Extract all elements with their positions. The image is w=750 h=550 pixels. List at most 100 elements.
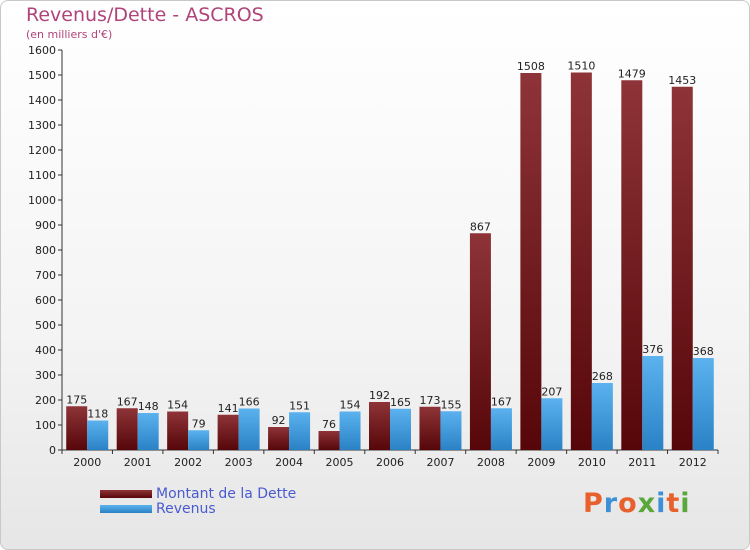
bar-dette <box>318 431 340 450</box>
bar-revenus <box>541 398 563 450</box>
bar-dette <box>520 73 542 450</box>
data-label-dette: 167 <box>117 395 138 408</box>
data-label-dette: 1508 <box>517 60 545 73</box>
x-tick-label: 2011 <box>628 456 656 469</box>
logo-letter: i <box>680 488 691 519</box>
x-tick-label: 2012 <box>679 456 707 469</box>
bar-revenus <box>238 408 260 450</box>
data-label-dette: 867 <box>470 220 491 233</box>
data-label-dette: 173 <box>419 394 440 407</box>
data-label-dette: 92 <box>272 414 286 427</box>
y-tick-label: 1400 <box>28 94 56 107</box>
bar-dette <box>671 86 693 450</box>
data-label-dette: 154 <box>167 399 188 412</box>
bar-dette <box>66 406 88 450</box>
bar-revenus <box>692 358 714 450</box>
logo-letter: x <box>637 488 657 519</box>
y-tick-label: 700 <box>35 269 56 282</box>
y-tick-label: 1300 <box>28 119 56 132</box>
chart-title: Revenus/Dette - ASCROS <box>26 4 264 26</box>
y-tick-label: 1100 <box>28 169 56 182</box>
data-label-dette: 1453 <box>668 74 696 87</box>
bar-dette <box>217 414 239 450</box>
y-tick-label: 400 <box>35 344 56 357</box>
data-label-revenus: 79 <box>192 417 206 430</box>
y-tick-label: 200 <box>35 394 56 407</box>
x-tick-label: 2001 <box>124 456 152 469</box>
y-tick-label: 600 <box>35 294 56 307</box>
legend-item-debt: Montant de la Dette <box>100 485 297 502</box>
data-label-dette: 76 <box>322 418 336 431</box>
data-label-revenus: 167 <box>491 395 512 408</box>
x-tick-label: 2006 <box>376 456 404 469</box>
x-tick-label: 2003 <box>225 456 253 469</box>
y-tick-label: 1200 <box>28 144 56 157</box>
y-tick-label: 1000 <box>28 194 56 207</box>
bar-dette <box>116 408 138 450</box>
legend-swatch-debt <box>100 489 152 498</box>
logo-letter: i <box>656 488 667 519</box>
y-tick-label: 1500 <box>28 69 56 82</box>
x-tick-label: 2005 <box>326 456 354 469</box>
legend-label-revenus: Revenus <box>156 500 216 517</box>
bar-dette <box>268 427 290 450</box>
data-label-dette: 175 <box>66 393 87 406</box>
legend-swatch-revenus <box>100 504 152 513</box>
y-tick-label: 100 <box>35 419 56 432</box>
logo-letter: P <box>583 488 604 519</box>
bar-dette <box>621 80 643 450</box>
data-label-revenus: 165 <box>390 396 411 409</box>
x-tick-label: 2008 <box>477 456 505 469</box>
data-label-revenus: 368 <box>693 345 714 358</box>
y-tick-label: 300 <box>35 369 56 382</box>
bar-revenus <box>390 408 411 450</box>
data-label-revenus: 151 <box>289 399 310 412</box>
bar-revenus <box>188 430 210 450</box>
data-label-dette: 1510 <box>567 60 595 73</box>
bar-revenus <box>137 413 159 450</box>
y-tick-label: 500 <box>35 319 56 332</box>
y-tick-label: 0 <box>49 444 56 457</box>
data-label-revenus: 118 <box>87 408 108 421</box>
bar-dette <box>570 72 592 450</box>
bar-revenus <box>490 408 512 450</box>
x-tick-label: 2002 <box>174 456 202 469</box>
x-tick-label: 2007 <box>426 456 454 469</box>
data-label-dette: 192 <box>369 389 390 402</box>
data-label-dette: 1479 <box>618 67 646 80</box>
legend: Montant de la Dette Revenus <box>100 485 297 517</box>
bar-revenus <box>440 411 462 450</box>
bar-revenus <box>339 411 361 450</box>
x-tick-label: 2010 <box>578 456 606 469</box>
data-label-revenus: 148 <box>138 400 159 413</box>
y-tick-label: 800 <box>35 244 56 257</box>
logo-letter: t <box>666 488 681 519</box>
x-tick-label: 2000 <box>73 456 101 469</box>
data-label-dette: 141 <box>218 402 239 415</box>
bar-dette <box>419 406 441 450</box>
bar-dette <box>469 233 491 450</box>
bar-revenus <box>591 383 613 450</box>
legend-item-revenus: Revenus <box>100 500 296 517</box>
legend-label-debt: Montant de la Dette <box>156 485 297 502</box>
data-label-revenus: 155 <box>440 398 461 411</box>
bar-revenus <box>642 356 664 450</box>
y-tick-label: 1600 <box>28 44 56 57</box>
logo-letter: o <box>618 488 638 519</box>
chart-subtitle: (en milliers d'€) <box>26 28 113 41</box>
bar-revenus <box>87 420 109 450</box>
data-label-revenus: 207 <box>541 385 562 398</box>
data-label-revenus: 154 <box>340 399 361 412</box>
bar-dette <box>167 411 189 450</box>
bar-dette <box>369 402 390 450</box>
proxiti-logo: Proxiti <box>583 488 691 519</box>
data-label-revenus: 166 <box>239 396 260 409</box>
x-tick-label: 2004 <box>275 456 303 469</box>
bar-revenus <box>289 412 311 450</box>
y-tick-label: 900 <box>35 219 56 232</box>
data-label-revenus: 376 <box>642 343 663 356</box>
logo-letter: r <box>603 488 619 519</box>
x-tick-label: 2009 <box>527 456 555 469</box>
data-label-revenus: 268 <box>592 370 613 383</box>
